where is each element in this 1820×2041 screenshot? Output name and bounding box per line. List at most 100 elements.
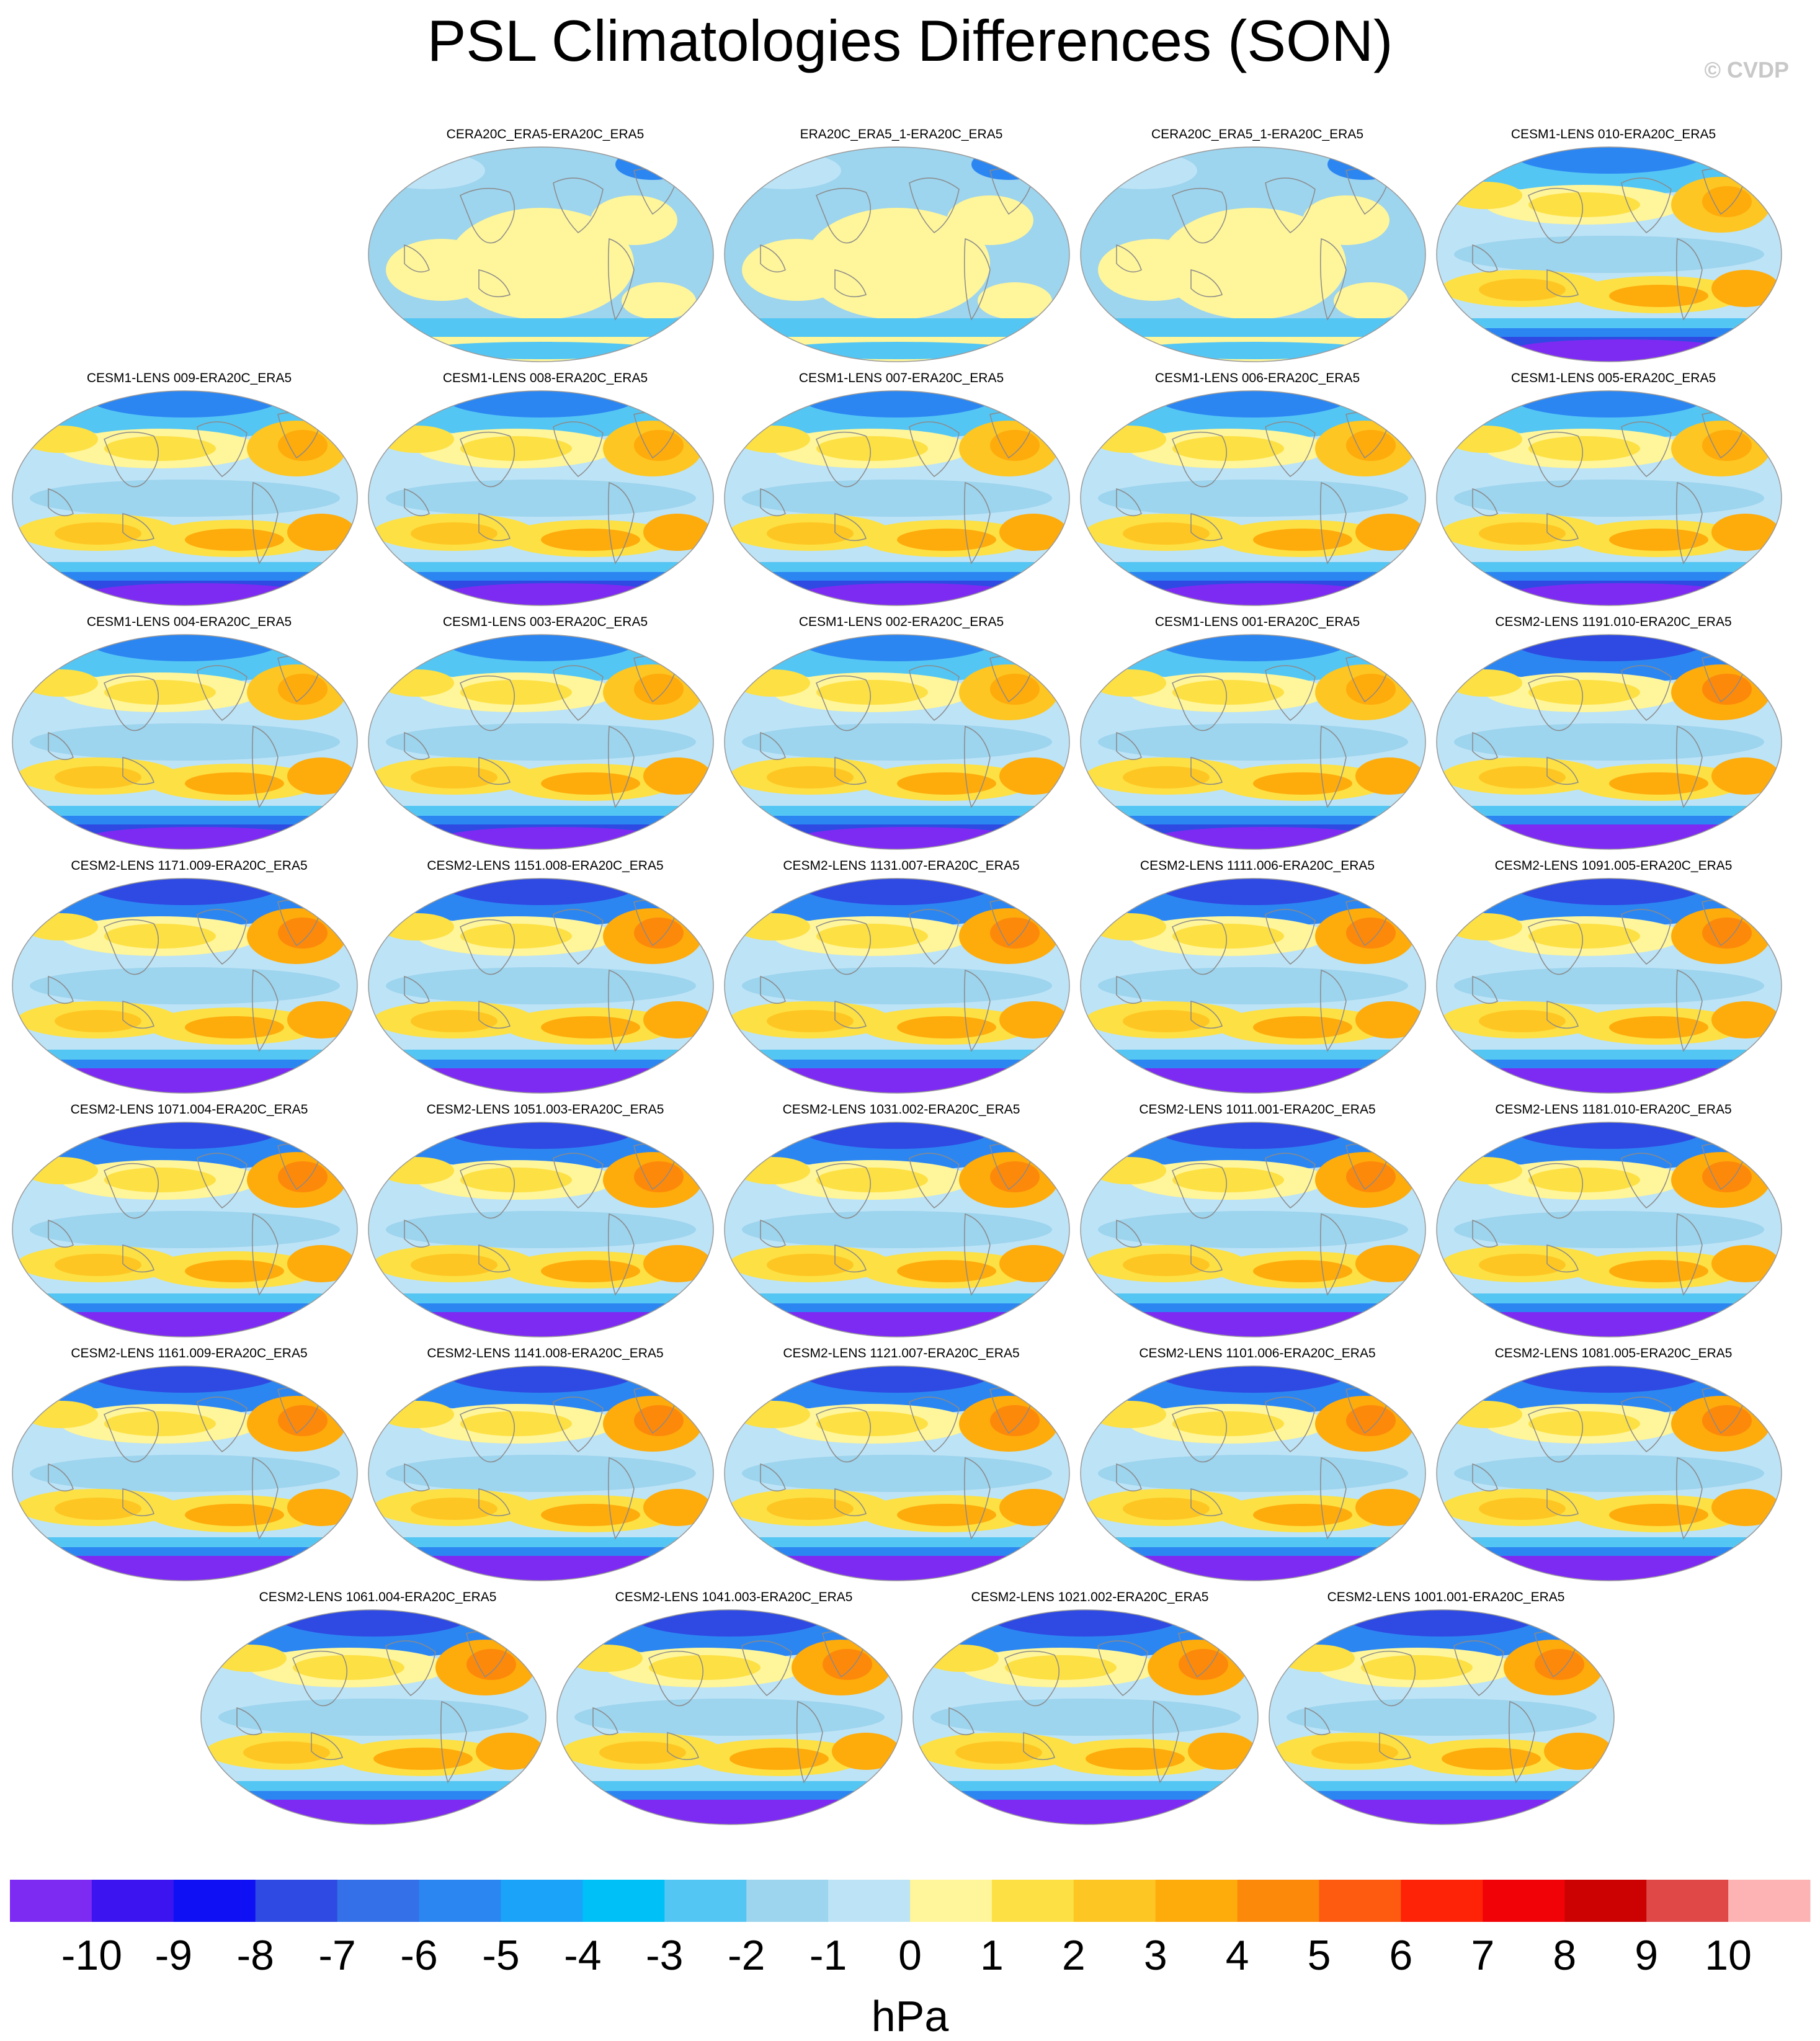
colorbar-swatch <box>255 1880 338 1922</box>
colorbar-swatch <box>1319 1880 1401 1922</box>
panel-title: CESM2-LENS 1151.008-ERA20C_ERA5 <box>427 859 664 873</box>
colorbar-tick-label: -5 <box>482 1932 519 1979</box>
map-panel: CESM1-LENS 007-ERA20C_ERA5 <box>723 371 1079 607</box>
panel-title: CESM2-LENS 1031.002-ERA20C_ERA5 <box>782 1102 1020 1117</box>
colorbar-swatch <box>1237 1880 1320 1922</box>
figure-title: PSL Climatologies Differences (SON) <box>427 8 1393 73</box>
colorbar-swatch <box>664 1880 747 1922</box>
map-panel: CESM1-LENS 009-ERA20C_ERA5 <box>11 371 367 607</box>
map-panel: CESM2-LENS 1031.002-ERA20C_ERA5 <box>723 1102 1079 1338</box>
map-plot <box>12 1122 358 1338</box>
copyright-label: © CVDP <box>1704 57 1789 83</box>
map-plot <box>368 1122 714 1338</box>
panel-title: CESM2-LENS 1191.010-ERA20C_ERA5 <box>1495 615 1732 629</box>
map-panel: CESM2-LENS 1091.005-ERA20C_ERA5 <box>1435 859 1791 1094</box>
map-plot <box>12 634 358 850</box>
map-panel: CESM1-LENS 004-ERA20C_ERA5 <box>11 615 367 851</box>
panel-title: ERA20C_ERA5_1-ERA20C_ERA5 <box>800 127 1003 141</box>
colorbar-tick-label: -6 <box>400 1932 437 1979</box>
map-plot <box>368 878 714 1094</box>
colorbar-swatch <box>1401 1880 1483 1922</box>
map-panel: CESM2-LENS 1131.007-ERA20C_ERA5 <box>723 859 1079 1094</box>
map-panel: CESM1-LENS 005-ERA20C_ERA5 <box>1435 371 1791 607</box>
colorbar-tick-label: 6 <box>1390 1932 1413 1979</box>
colorbar-tick-label: 4 <box>1226 1932 1249 1979</box>
map-plot <box>724 878 1070 1094</box>
map-plot <box>200 1609 546 1825</box>
panel-title: CESM1-LENS 006-ERA20C_ERA5 <box>1154 371 1360 385</box>
map-plot <box>1080 878 1426 1094</box>
map-plot <box>1436 634 1782 850</box>
map-panel: CESM1-LENS 002-ERA20C_ERA5 <box>723 615 1079 851</box>
map-plot <box>12 1365 358 1581</box>
panel-title: CESM2-LENS 1081.005-ERA20C_ERA5 <box>1494 1346 1733 1360</box>
map-plot <box>724 634 1070 850</box>
colorbar-tick-label: -1 <box>810 1932 847 1979</box>
colorbar-tick-label: 5 <box>1308 1932 1331 1979</box>
map-plot <box>12 390 358 606</box>
map-panel: CESM2-LENS 1141.008-ERA20C_ERA5 <box>367 1346 723 1582</box>
colorbar-swatch <box>1564 1880 1647 1922</box>
map-panel: CESM2-LENS 1121.007-ERA20C_ERA5 <box>723 1346 1079 1582</box>
colorbar-swatch <box>991 1880 1074 1922</box>
colorbar-tick-label: -8 <box>236 1932 274 1979</box>
map-panel: CESM1-LENS 008-ERA20C_ERA5 <box>367 371 723 607</box>
panel-title: CESM2-LENS 1171.009-ERA20C_ERA5 <box>71 859 308 873</box>
panel-title: CESM2-LENS 1161.009-ERA20C_ERA5 <box>71 1346 308 1360</box>
map-panel: CESM2-LENS 1161.009-ERA20C_ERA5 <box>11 1346 367 1582</box>
colorbar-label: hPa <box>871 1992 949 2040</box>
panel-title: CESM1-LENS 001-ERA20C_ERA5 <box>1154 615 1360 629</box>
colorbar-swatch <box>746 1880 829 1922</box>
map-panel: CESM2-LENS 1181.010-ERA20C_ERA5 <box>1435 1102 1791 1338</box>
map-plot <box>1080 1365 1426 1581</box>
map-panel: CESM2-LENS 1001.001-ERA20C_ERA5 <box>1268 1590 1624 1826</box>
map-panel: ERA20C_ERA5_1-ERA20C_ERA5 <box>723 127 1079 363</box>
map-panel: CESM2-LENS 1071.004-ERA20C_ERA5 <box>11 1102 367 1338</box>
panel-title: CERA20C_ERA5_1-ERA20C_ERA5 <box>1151 127 1363 141</box>
colorbar-swatch <box>419 1880 501 1922</box>
map-plot <box>1080 634 1426 850</box>
panel-title: CESM2-LENS 1021.002-ERA20C_ERA5 <box>971 1590 1209 1604</box>
map-plot <box>1436 878 1782 1094</box>
map-plot <box>1436 1122 1782 1338</box>
map-panel: CESM1-LENS 006-ERA20C_ERA5 <box>1079 371 1435 607</box>
map-panel: CESM2-LENS 1061.004-ERA20C_ERA5 <box>200 1590 556 1826</box>
map-plot <box>368 146 714 362</box>
map-panel: CESM2-LENS 1111.006-ERA20C_ERA5 <box>1079 859 1435 1094</box>
map-panel: CESM2-LENS 1191.010-ERA20C_ERA5 <box>1435 615 1791 851</box>
map-panel: CESM1-LENS 001-ERA20C_ERA5 <box>1079 615 1435 851</box>
panel-title: CESM1-LENS 003-ERA20C_ERA5 <box>442 615 648 629</box>
colorbar-tick-label: 0 <box>898 1932 922 1979</box>
panel-title: CESM1-LENS 008-ERA20C_ERA5 <box>442 371 648 385</box>
colorbar-swatch <box>910 1880 993 1922</box>
colorbar-swatch <box>582 1880 665 1922</box>
panel-title: CESM2-LENS 1111.006-ERA20C_ERA5 <box>1140 859 1375 873</box>
panel-title: CESM1-LENS 009-ERA20C_ERA5 <box>86 371 292 385</box>
colorbar-tick-label: 7 <box>1471 1932 1494 1979</box>
map-plot <box>12 878 358 1094</box>
panel-title: CESM2-LENS 1001.001-ERA20C_ERA5 <box>1327 1590 1565 1604</box>
colorbar-tick-label: 2 <box>1062 1932 1086 1979</box>
map-panel: CESM2-LENS 1051.003-ERA20C_ERA5 <box>367 1102 723 1338</box>
map-panel: CESM1-LENS 010-ERA20C_ERA5 <box>1435 127 1791 363</box>
panel-title: CESM2-LENS 1131.007-ERA20C_ERA5 <box>783 859 1020 873</box>
panel-title: CESM2-LENS 1071.004-ERA20C_ERA5 <box>70 1102 308 1117</box>
map-plot <box>368 390 714 606</box>
colorbar-swatch <box>337 1880 420 1922</box>
colorbar-swatch <box>1073 1880 1156 1922</box>
map-plot <box>368 1365 714 1581</box>
map-panel: CESM2-LENS 1041.003-ERA20C_ERA5 <box>556 1590 912 1826</box>
map-panel: CERA20C_ERA5_1-ERA20C_ERA5 <box>1079 127 1435 363</box>
panel-title: CESM2-LENS 1091.005-ERA20C_ERA5 <box>1494 859 1733 873</box>
colorbar-tick-label: 9 <box>1635 1932 1658 1979</box>
map-plot <box>1436 390 1782 606</box>
panel-title: CESM1-LENS 002-ERA20C_ERA5 <box>798 615 1004 629</box>
map-panel: CESM2-LENS 1101.006-ERA20C_ERA5 <box>1079 1346 1435 1582</box>
panel-title: CESM1-LENS 005-ERA20C_ERA5 <box>1510 371 1716 385</box>
panel-title: CESM2-LENS 1051.003-ERA20C_ERA5 <box>426 1102 664 1117</box>
map-plot <box>724 1365 1070 1581</box>
map-panel: CESM1-LENS 003-ERA20C_ERA5 <box>367 615 723 851</box>
panel-grid: CERA20C_ERA5-ERA20C_ERA5 ERA20C_ERA5_1-ER… <box>11 127 1791 1826</box>
panel-title: CESM2-LENS 1181.010-ERA20C_ERA5 <box>1495 1102 1732 1117</box>
colorbar-swatch <box>173 1880 256 1922</box>
